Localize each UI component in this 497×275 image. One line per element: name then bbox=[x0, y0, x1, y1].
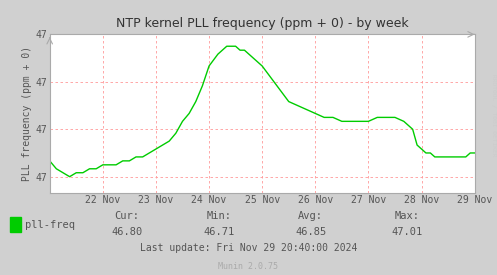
Text: RRDTOOL / TOBI OETIKER: RRDTOOL / TOBI OETIKER bbox=[491, 74, 496, 157]
Title: NTP kernel PLL frequency (ppm + 0) - by week: NTP kernel PLL frequency (ppm + 0) - by … bbox=[116, 17, 409, 31]
Text: Cur:: Cur: bbox=[114, 211, 139, 221]
Text: Munin 2.0.75: Munin 2.0.75 bbox=[219, 262, 278, 271]
Text: Last update: Fri Nov 29 20:40:00 2024: Last update: Fri Nov 29 20:40:00 2024 bbox=[140, 243, 357, 253]
Text: 46.85: 46.85 bbox=[295, 227, 326, 237]
Text: Max:: Max: bbox=[395, 211, 420, 221]
Text: 46.80: 46.80 bbox=[111, 227, 142, 237]
Text: Min:: Min: bbox=[206, 211, 231, 221]
Text: Avg:: Avg: bbox=[298, 211, 323, 221]
Text: 47.01: 47.01 bbox=[392, 227, 423, 237]
Y-axis label: PLL frequency (ppm + 0): PLL frequency (ppm + 0) bbox=[22, 46, 32, 181]
Text: pll-freq: pll-freq bbox=[25, 220, 75, 230]
Text: 46.71: 46.71 bbox=[203, 227, 234, 237]
